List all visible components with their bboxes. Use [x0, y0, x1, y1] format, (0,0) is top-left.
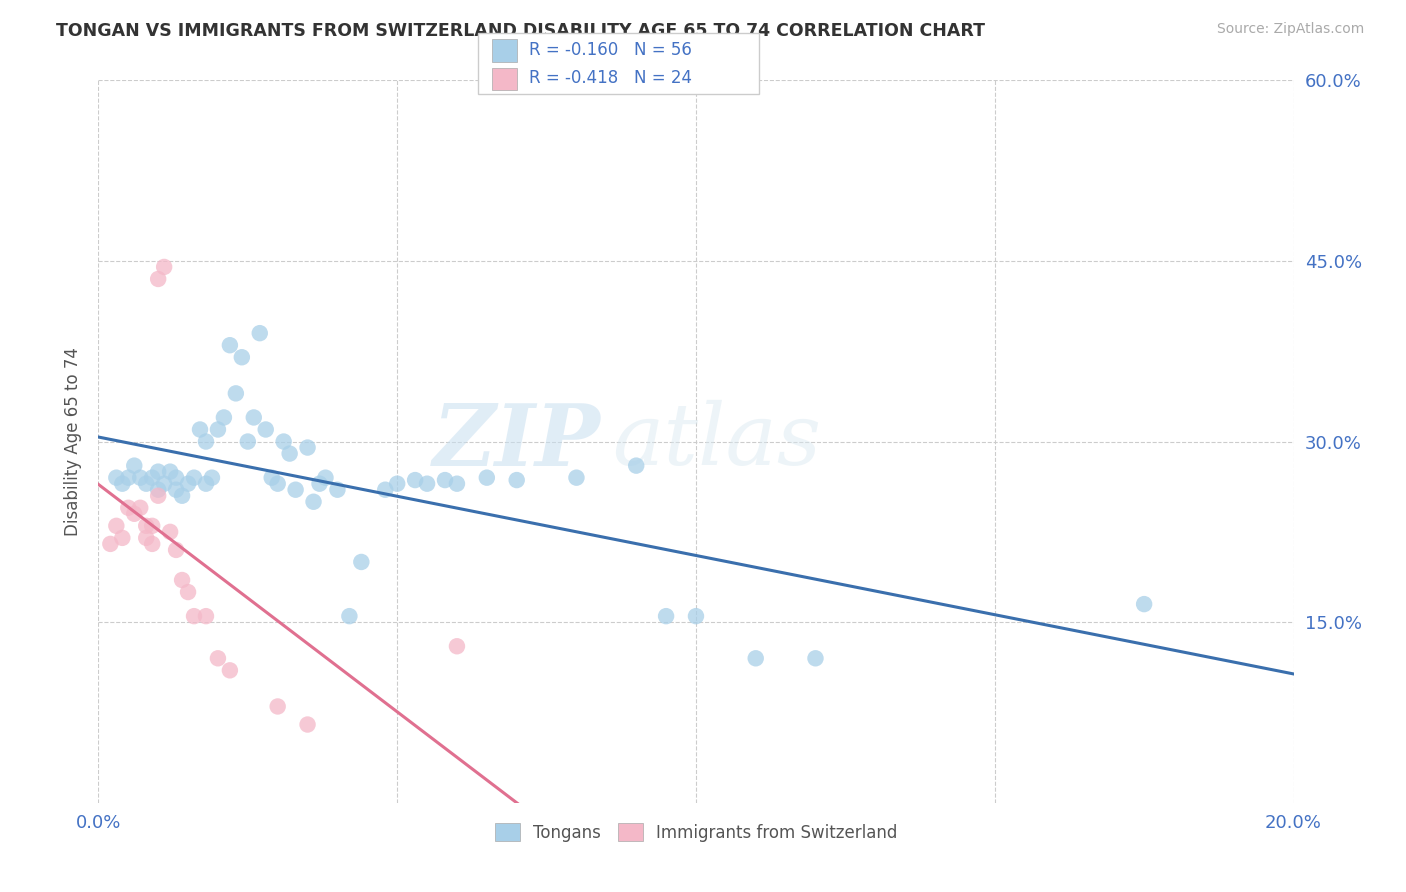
- Point: [195, 476, 218, 491]
- Point: [315, 470, 337, 484]
- Point: [135, 476, 157, 491]
- Point: [267, 476, 290, 491]
- Point: [195, 434, 218, 449]
- Point: [153, 260, 176, 274]
- Point: [446, 639, 468, 653]
- Text: TONGAN VS IMMIGRANTS FROM SWITZERLAND DISABILITY AGE 65 TO 74 CORRELATION CHART: TONGAN VS IMMIGRANTS FROM SWITZERLAND DI…: [56, 22, 986, 40]
- Point: [212, 410, 235, 425]
- Point: [404, 473, 426, 487]
- Point: [159, 465, 181, 479]
- Point: [141, 518, 163, 533]
- Point: [141, 537, 163, 551]
- Point: [284, 483, 307, 497]
- Point: [219, 664, 242, 678]
- Point: [117, 500, 139, 515]
- Point: [172, 489, 194, 503]
- Point: [804, 651, 827, 665]
- Point: [326, 483, 349, 497]
- Point: [626, 458, 648, 473]
- Point: [475, 470, 498, 484]
- Text: R = -0.160   N = 56: R = -0.160 N = 56: [529, 41, 692, 59]
- Point: [177, 585, 200, 599]
- Point: [148, 489, 170, 503]
- Text: R = -0.418   N = 24: R = -0.418 N = 24: [529, 70, 692, 87]
- Point: [385, 476, 409, 491]
- Point: [148, 483, 170, 497]
- Point: [350, 555, 373, 569]
- Point: [249, 326, 271, 340]
- Point: [416, 476, 439, 491]
- Point: [273, 434, 295, 449]
- Point: [135, 531, 157, 545]
- Point: [446, 476, 468, 491]
- Point: [165, 483, 187, 497]
- Point: [172, 573, 194, 587]
- Point: [207, 422, 229, 436]
- Point: [195, 609, 218, 624]
- Point: [278, 446, 301, 460]
- Point: [297, 717, 319, 731]
- Point: [153, 476, 176, 491]
- Point: [165, 542, 187, 557]
- Point: [302, 494, 325, 508]
- Point: [159, 524, 181, 539]
- Point: [105, 518, 128, 533]
- Point: [297, 441, 319, 455]
- Point: [201, 470, 224, 484]
- Point: [183, 470, 205, 484]
- Point: [165, 470, 187, 484]
- Point: [98, 537, 122, 551]
- Point: [129, 500, 152, 515]
- Point: [745, 651, 768, 665]
- Point: [374, 483, 396, 497]
- Point: [111, 476, 134, 491]
- Text: atlas: atlas: [613, 401, 821, 483]
- Point: [105, 470, 128, 484]
- Point: [267, 699, 290, 714]
- Point: [225, 386, 247, 401]
- Point: [117, 470, 139, 484]
- Y-axis label: Disability Age 65 to 74: Disability Age 65 to 74: [65, 347, 83, 536]
- Point: [219, 338, 242, 352]
- Point: [148, 272, 170, 286]
- Point: [685, 609, 707, 624]
- Point: [1133, 597, 1156, 611]
- Point: [207, 651, 229, 665]
- Point: [129, 470, 152, 484]
- Point: [339, 609, 361, 624]
- Point: [434, 473, 457, 487]
- Point: [141, 470, 163, 484]
- Point: [124, 458, 146, 473]
- Point: [254, 422, 277, 436]
- Text: ZIP: ZIP: [433, 400, 600, 483]
- Point: [506, 473, 529, 487]
- Point: [111, 531, 134, 545]
- Text: Source: ZipAtlas.com: Source: ZipAtlas.com: [1216, 22, 1364, 37]
- Point: [655, 609, 678, 624]
- Point: [260, 470, 283, 484]
- Point: [135, 518, 157, 533]
- Point: [231, 350, 253, 364]
- Point: [565, 470, 588, 484]
- Point: [243, 410, 266, 425]
- Point: [183, 609, 205, 624]
- Point: [148, 465, 170, 479]
- Point: [188, 422, 211, 436]
- Point: [177, 476, 200, 491]
- Legend: Tongans, Immigrants from Switzerland: Tongans, Immigrants from Switzerland: [488, 817, 904, 848]
- Point: [308, 476, 330, 491]
- Point: [124, 507, 146, 521]
- Point: [236, 434, 259, 449]
